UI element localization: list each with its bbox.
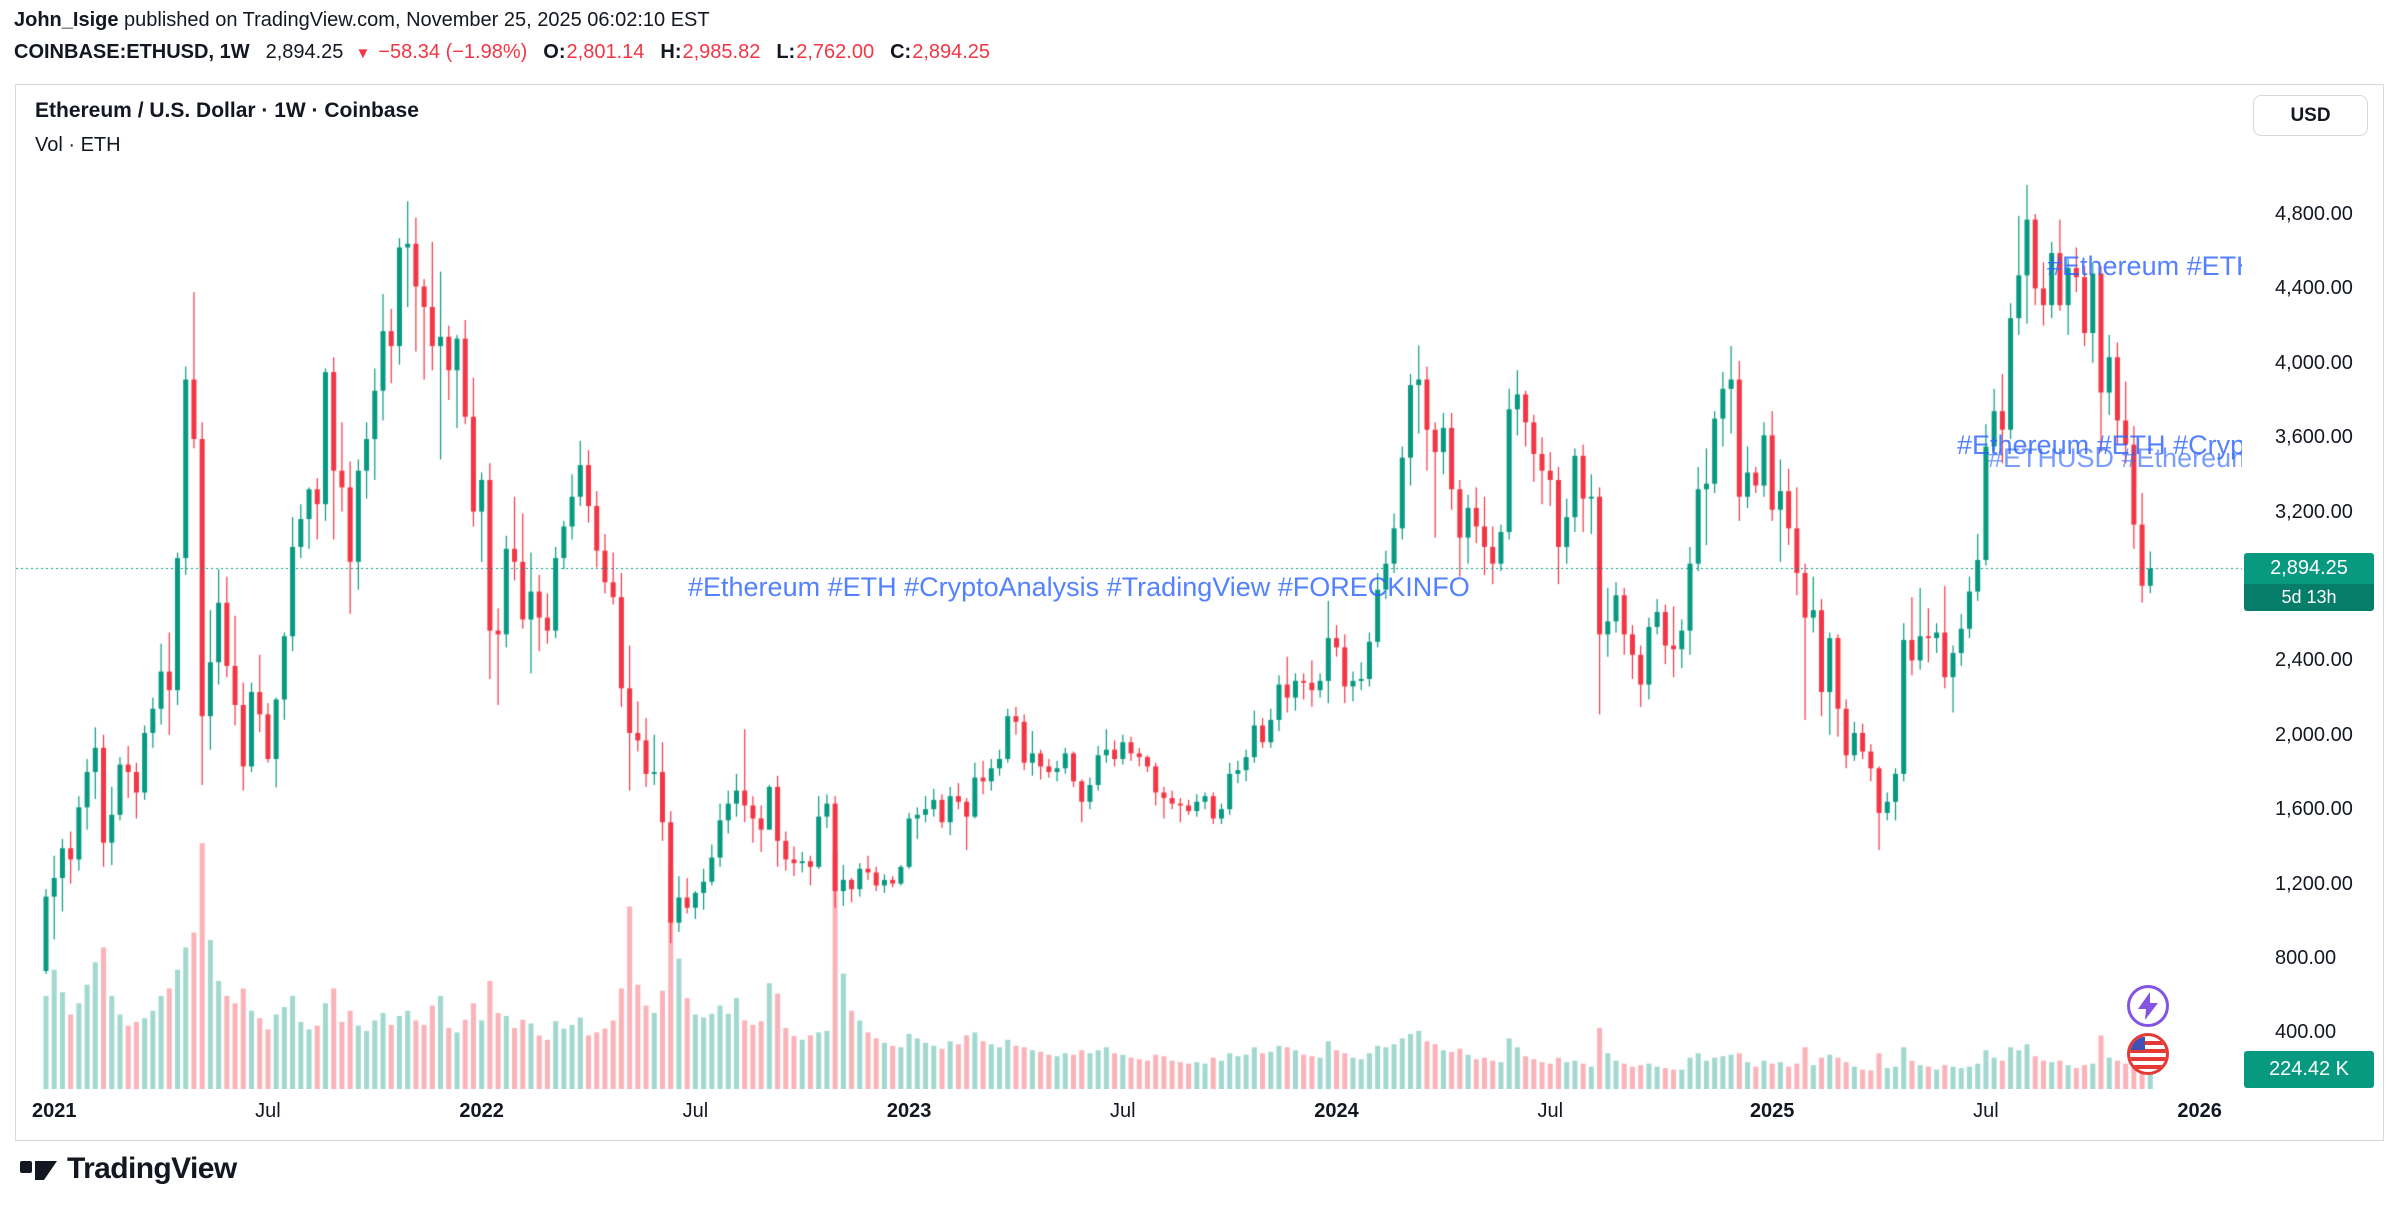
time-tick-year: 2022 [459,1100,504,1122]
published-text: published on TradingView.com, November 2… [118,9,710,31]
bar-countdown: 5d 13h [2244,584,2374,612]
symbol-name[interactable]: COINBASE:ETHUSD, 1W [14,41,250,63]
price-tick-label: 2,000.00 [2275,723,2353,746]
price-tick-label: 1,600.00 [2275,798,2353,821]
current-price-badge: 2,894.25 5d 13h [2244,553,2374,612]
close-label: C: [890,41,912,63]
time-tick-year: 2024 [1314,1100,1359,1122]
volume-badge: 224.42 K [2244,1051,2374,1088]
tradingview-footer[interactable]: TradingView [20,1152,237,1186]
lightning-reaction-icon[interactable] [2126,984,2170,1028]
close-value: 2,894.25 [912,41,991,63]
volume-legend[interactable]: Vol · ETH [35,134,121,156]
time-tick-month: Jul [1973,1100,1999,1122]
time-tick-year: 2026 [2177,1100,2222,1122]
price-tick-label: 3,600.00 [2275,426,2353,449]
time-tick-month: Jul [682,1100,709,1122]
chart-frame: #Ethereum #ETH #CryptoAnalysis #TradingV… [15,84,2384,1141]
attribution-line: John_Isige published on TradingView.com,… [14,8,710,32]
price-tick-label: 400.00 [2275,1021,2337,1044]
author-name[interactable]: John_Isige [14,9,119,31]
watermark-hashtags-mid-right: #Ethereum #ETH #CryptoAnalysis #TradingV… [1957,430,2242,460]
open-label: O: [543,41,566,63]
price-tick-label: 4,800.00 [2275,203,2353,225]
time-tick-month: Jul [1537,1100,1564,1122]
low-label: L: [776,41,796,63]
price-tick-label: 4,000.00 [2275,351,2353,374]
low-value: 2,762.00 [796,41,875,63]
watermark-hashtags-top-right: #Ethereum #ETH #CryptoAnalysis #TradingV… [2047,251,2242,281]
symbol-ohlc-bar: COINBASE:ETHUSD, 1W 2,894.25 ▼ −58.34 (−… [14,40,990,66]
price-tick-label: 800.00 [2275,947,2337,969]
chart-title[interactable]: Ethereum / U.S. Dollar · 1W · Coinbase [35,99,419,122]
tradingview-logo-icon [20,1153,58,1186]
price-tick-label: 1,200.00 [2275,872,2353,895]
change-value: −58.34 (−1.98%) [378,41,528,63]
change-down-arrow-icon: ▼ [355,45,371,62]
candlestick-canvas[interactable] [16,85,2242,1089]
price-tick-label: 2,400.00 [2275,649,2353,672]
price-tick-label: 3,200.00 [2275,500,2353,523]
currency-toggle-button[interactable]: USD [2253,95,2368,136]
last-price: 2,894.25 [265,41,344,63]
us-flag-reaction-icon[interactable] [2126,1032,2170,1076]
price-tick-label: 4,400.00 [2275,277,2353,300]
open-value: 2,801.14 [566,41,645,63]
high-value: 2,985.82 [682,41,761,63]
time-tick-year: 2023 [886,1100,932,1122]
tradingview-logo-text: TradingView [67,1152,237,1185]
time-tick-month: Jul [255,1100,281,1122]
watermark-hashtags-overlap: #ETHUSD #Ethereum #ETH [1988,443,2242,473]
time-axis[interactable]: 2021 Jul 2022 Jul 2023 Jul 2024 Jul 2025 Jul 2026 [16,1097,2242,1139]
high-label: H: [660,41,682,63]
plot-area[interactable]: #Ethereum #ETH #CryptoAnalysis #TradingV… [16,85,2242,1089]
watermark-hashtags-center: #Ethereum #ETH #CryptoAnalysis #TradingV… [688,572,1470,602]
current-price-value: 2,894.25 [2244,553,2374,585]
time-tick-year: 2025 [1749,1100,1795,1122]
chart-legend: Ethereum / U.S. Dollar · 1W · Coinbase V… [35,99,419,157]
time-tick-year: 2021 [31,1100,77,1122]
time-tick-month: Jul [1110,1100,1136,1122]
